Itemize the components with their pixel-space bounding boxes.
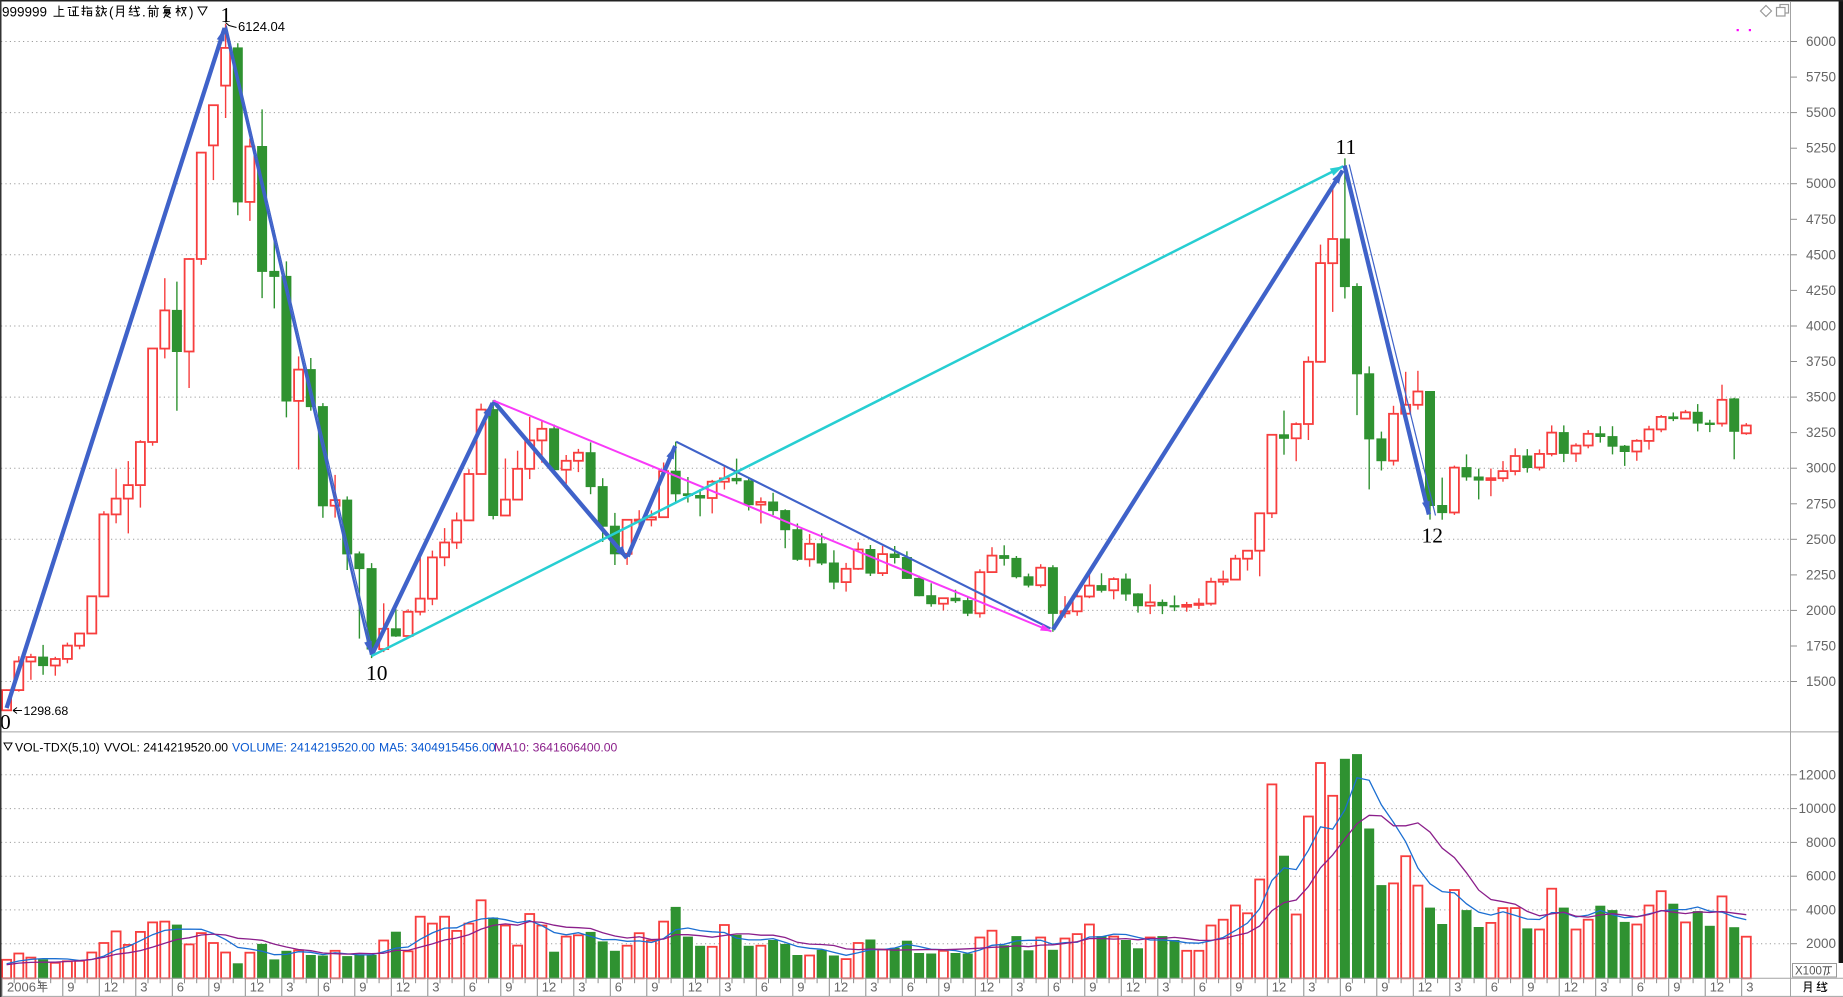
- svg-text:0: 0: [0, 710, 11, 734]
- svg-text:5000: 5000: [1806, 176, 1836, 191]
- svg-text:3: 3: [1454, 980, 1461, 995]
- svg-text:2000: 2000: [1806, 603, 1836, 618]
- svg-text:11: 11: [1336, 135, 1357, 159]
- svg-text:3: 3: [140, 980, 147, 995]
- svg-text:3000: 3000: [1806, 461, 1836, 476]
- svg-text:4000: 4000: [1806, 319, 1836, 334]
- svg-text:MA10: 3641606400.00: MA10: 3641606400.00: [494, 741, 618, 755]
- svg-text:2006: 2006: [7, 980, 36, 995]
- svg-text:2250: 2250: [1806, 567, 1836, 582]
- svg-text:3500: 3500: [1806, 390, 1836, 405]
- svg-text:12: 12: [396, 980, 410, 995]
- svg-text:6: 6: [1199, 980, 1206, 995]
- svg-text:4750: 4750: [1806, 212, 1836, 227]
- svg-text:8000: 8000: [1806, 835, 1836, 850]
- svg-text:12: 12: [1418, 980, 1432, 995]
- svg-text:3750: 3750: [1806, 354, 1836, 369]
- svg-text:4000: 4000: [1806, 902, 1836, 917]
- svg-text:6: 6: [615, 980, 622, 995]
- svg-text:3: 3: [1746, 980, 1753, 995]
- svg-text:9: 9: [1527, 980, 1534, 995]
- svg-text:999999: 999999: [2, 5, 47, 20]
- svg-text:3: 3: [1600, 980, 1607, 995]
- svg-text:3250: 3250: [1806, 425, 1836, 440]
- svg-text:12: 12: [980, 980, 994, 995]
- svg-text:(: (: [109, 5, 114, 20]
- svg-text:6: 6: [1491, 980, 1498, 995]
- svg-text:6: 6: [1053, 980, 1060, 995]
- svg-text:3: 3: [578, 980, 585, 995]
- svg-text:6000: 6000: [1806, 34, 1836, 49]
- svg-text:12: 12: [1422, 524, 1444, 548]
- svg-text:12: 12: [688, 980, 702, 995]
- svg-text:1750: 1750: [1806, 639, 1836, 654]
- svg-text:1298.68: 1298.68: [24, 704, 69, 718]
- svg-text:VOLUME: 2414219520.00: VOLUME: 2414219520.00: [232, 741, 375, 755]
- svg-text:3: 3: [1016, 980, 1023, 995]
- svg-text:9: 9: [1235, 980, 1242, 995]
- svg-text:6: 6: [761, 980, 768, 995]
- svg-text:): ): [189, 5, 194, 20]
- svg-text:2500: 2500: [1806, 532, 1836, 547]
- svg-text:6: 6: [177, 980, 184, 995]
- svg-text:12000: 12000: [1798, 767, 1836, 782]
- svg-text:5500: 5500: [1806, 105, 1836, 120]
- svg-text:9: 9: [1381, 980, 1388, 995]
- svg-text:VOL-TDX(5,10): VOL-TDX(5,10): [15, 741, 100, 755]
- svg-text:1500: 1500: [1806, 674, 1836, 689]
- svg-text:2750: 2750: [1806, 496, 1836, 511]
- svg-text:10000: 10000: [1798, 801, 1836, 816]
- svg-text:5750: 5750: [1806, 70, 1836, 85]
- svg-text:6124.04: 6124.04: [238, 19, 285, 34]
- svg-text:6: 6: [907, 980, 914, 995]
- svg-text:4250: 4250: [1806, 283, 1836, 298]
- svg-text:3: 3: [724, 980, 731, 995]
- svg-text:6000: 6000: [1806, 869, 1836, 884]
- svg-text:12: 12: [1272, 980, 1286, 995]
- svg-text:9: 9: [651, 980, 658, 995]
- svg-text:.: .: [142, 5, 146, 20]
- svg-text:9: 9: [213, 980, 220, 995]
- svg-text:12: 12: [542, 980, 556, 995]
- svg-text:9: 9: [943, 980, 950, 995]
- svg-text:6: 6: [469, 980, 476, 995]
- svg-text:10: 10: [366, 661, 388, 685]
- svg-text:1: 1: [221, 3, 232, 27]
- svg-text:MA5: 3404915456.00: MA5: 3404915456.00: [379, 741, 496, 755]
- svg-text:3: 3: [286, 980, 293, 995]
- svg-text:3: 3: [870, 980, 877, 995]
- svg-text:3: 3: [1162, 980, 1169, 995]
- svg-text:12: 12: [1126, 980, 1140, 995]
- svg-text:12: 12: [1710, 980, 1724, 995]
- svg-text:4500: 4500: [1806, 247, 1836, 262]
- svg-text:9: 9: [1673, 980, 1680, 995]
- svg-text:5250: 5250: [1806, 141, 1836, 156]
- svg-text:9: 9: [1089, 980, 1096, 995]
- svg-text:X100: X100: [1795, 966, 1822, 978]
- svg-text:6: 6: [1345, 980, 1352, 995]
- svg-text:2000: 2000: [1806, 936, 1836, 951]
- svg-text:12: 12: [104, 980, 118, 995]
- svg-text:12: 12: [834, 980, 848, 995]
- svg-text:6: 6: [1637, 980, 1644, 995]
- svg-text:3: 3: [432, 980, 439, 995]
- svg-text:VVOL: 2414219520.00: VVOL: 2414219520.00: [104, 741, 228, 755]
- svg-text:6: 6: [323, 980, 330, 995]
- svg-text:9: 9: [67, 980, 74, 995]
- svg-text:12: 12: [250, 980, 264, 995]
- svg-text:9: 9: [359, 980, 366, 995]
- svg-text:9: 9: [505, 980, 512, 995]
- svg-text:9: 9: [797, 980, 804, 995]
- svg-text:12: 12: [1564, 980, 1578, 995]
- svg-text:3: 3: [1308, 980, 1315, 995]
